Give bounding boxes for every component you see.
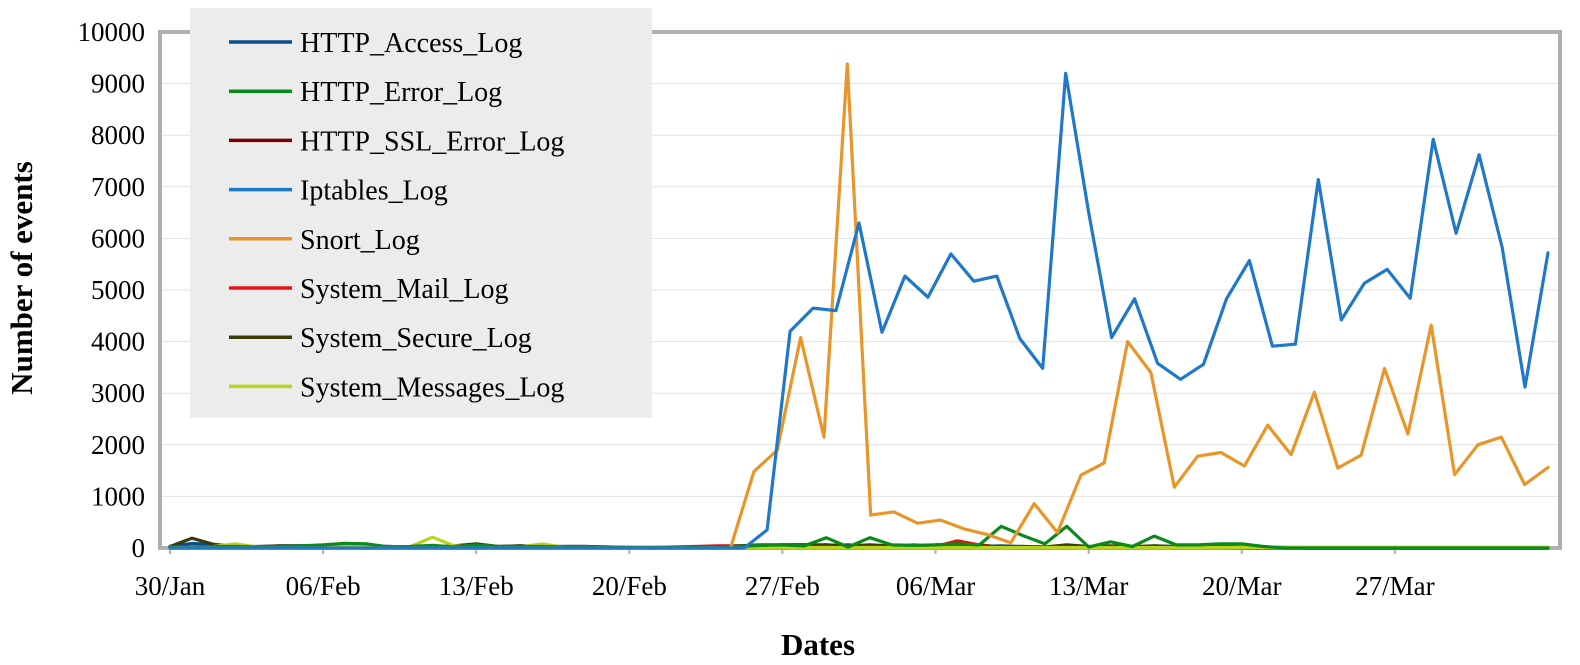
x-tick-label: 13/Mar (1049, 571, 1128, 601)
y-tick-label: 6000 (91, 223, 145, 253)
series-line-iptables-log (168, 71, 1550, 550)
x-tick-label: 27/Mar (1355, 571, 1434, 601)
y-tick-label: 5000 (91, 275, 145, 305)
legend-label: HTTP_Access_Log (300, 28, 522, 59)
legend-box (190, 8, 652, 418)
x-tick-label: 27/Feb (745, 571, 820, 601)
x-axis-ticks: 30/Jan 06/Feb 13/Feb 20/Feb 27/Feb 06/Mar 13/M… (135, 548, 1435, 601)
x-tick-label: 06/Feb (286, 571, 361, 601)
y-axis-ticks: 0 1000 2000 3000 4000 5000 6000 7000 8000 9000 100… (78, 17, 146, 563)
legend-label: System_Mail_Log (300, 274, 508, 305)
x-tick-label: 13/Feb (439, 571, 514, 601)
legend-label: Snort_Log (300, 225, 420, 256)
x-tick-label: 20/Mar (1202, 571, 1281, 601)
legend: HTTP_Access_Log HTTP_Error_Log HTTP_SSL_Er… (190, 8, 652, 418)
x-tick-label: 20/Feb (592, 571, 667, 601)
y-tick-label: 9000 (91, 69, 145, 99)
y-tick-label: 7000 (91, 172, 145, 202)
y-tick-label: 0 (132, 533, 146, 563)
x-tick-label: 30/Jan (135, 571, 206, 601)
y-tick-label: 8000 (91, 120, 145, 150)
y-tick-label: 2000 (91, 430, 145, 460)
y-tick-label: 1000 (91, 481, 145, 511)
series-lines (168, 62, 1550, 550)
x-tick-label: 06/Mar (896, 571, 975, 601)
legend-label: Iptables_Log (300, 176, 448, 207)
legend-label: HTTP_Error_Log (300, 77, 502, 108)
y-tick-label: 3000 (91, 378, 145, 408)
legend-label: System_Secure_Log (300, 323, 532, 354)
x-axis-title: Dates (781, 627, 855, 662)
legend-label: HTTP_SSL_Error_Log (300, 126, 564, 157)
y-tick-label: 4000 (91, 327, 145, 357)
y-tick-label: 10000 (78, 17, 146, 47)
legend-label: System_Messages_Log (300, 372, 564, 403)
y-axis-title: Number of events (4, 161, 39, 395)
